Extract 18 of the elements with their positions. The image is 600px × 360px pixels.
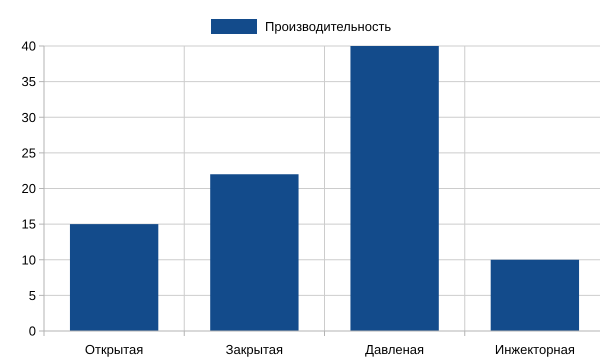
x-tick-label: Давленая xyxy=(365,342,424,357)
bar xyxy=(70,224,158,331)
y-tick-label: 30 xyxy=(22,110,36,125)
y-tick-label: 5 xyxy=(28,288,36,303)
bar xyxy=(490,260,580,331)
x-tick-label: Закрытая xyxy=(226,342,284,357)
x-tick-label: Открытая xyxy=(84,342,144,357)
bar xyxy=(350,46,439,331)
y-tick-label: 10 xyxy=(22,252,36,268)
legend-label: Производительность xyxy=(265,19,392,34)
y-tick-label: 40 xyxy=(22,38,36,54)
y-tick-label: 15 xyxy=(22,216,36,232)
y-tick-label: 0 xyxy=(28,324,36,339)
bar xyxy=(210,174,299,331)
y-tick-label: 20 xyxy=(22,181,36,196)
y-tick-label: 35 xyxy=(22,74,36,90)
y-tick-label: 25 xyxy=(22,145,36,160)
x-tick-label: Инжекторная xyxy=(494,342,575,357)
